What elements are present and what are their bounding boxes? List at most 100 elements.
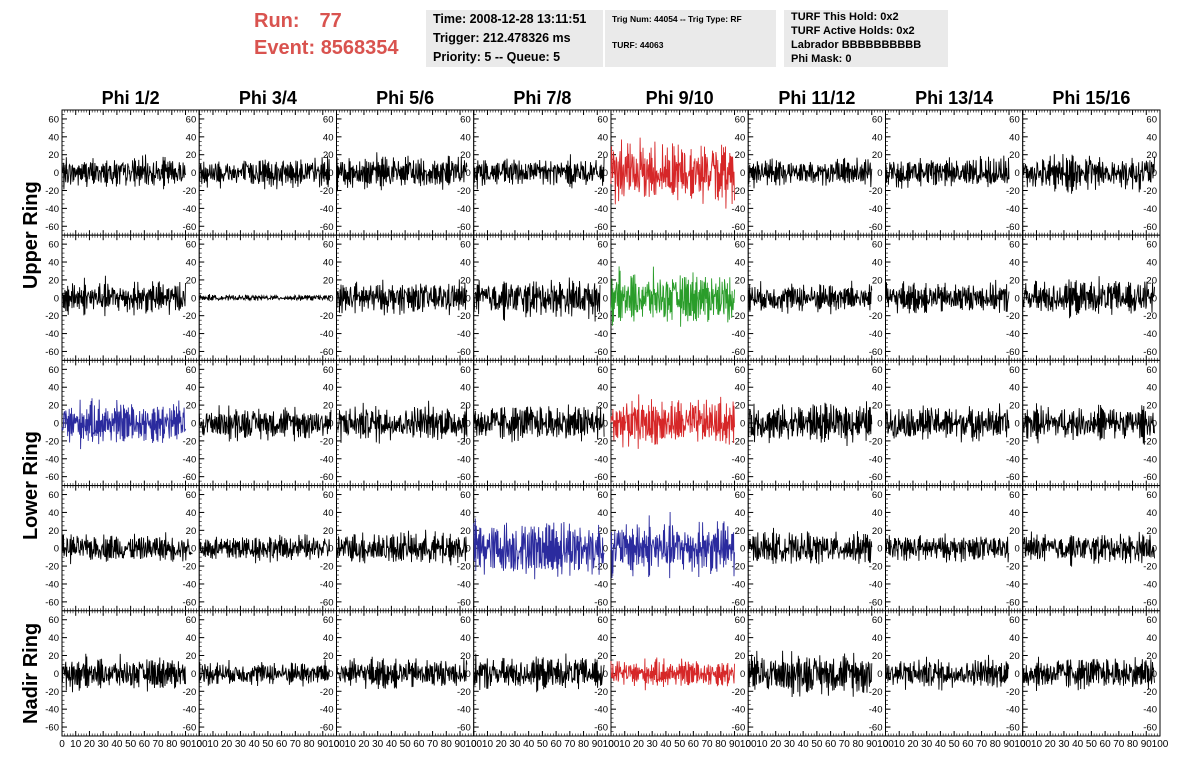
waveform-trace bbox=[473, 404, 605, 443]
y-tick-label: 40 bbox=[1009, 383, 1020, 394]
y-tick-label: -40 bbox=[457, 204, 471, 215]
y-tick-label: 60 bbox=[872, 365, 883, 376]
waveform-trace bbox=[885, 155, 1010, 189]
y-tick-label: -20 bbox=[869, 436, 883, 447]
y-tick-label: -40 bbox=[1006, 204, 1020, 215]
y-tick-label: -40 bbox=[320, 454, 334, 465]
y-tick-label: -40 bbox=[45, 329, 59, 340]
y-tick-label: -40 bbox=[732, 579, 746, 590]
x-tick-label: 60 bbox=[139, 739, 151, 750]
y-tick-label: -40 bbox=[869, 454, 883, 465]
y-tick-label: 40 bbox=[597, 132, 608, 143]
run-value: 77 bbox=[319, 10, 342, 32]
x-tick-label: 100 bbox=[191, 739, 208, 750]
y-tick-label: 20 bbox=[597, 401, 608, 412]
y-tick-label: 20 bbox=[323, 401, 334, 412]
y-tick-label: -60 bbox=[183, 347, 197, 358]
waveform-trace bbox=[61, 532, 193, 565]
y-tick-label: 40 bbox=[48, 383, 59, 394]
y-tick-label: 60 bbox=[323, 240, 334, 251]
y-tick-label: 40 bbox=[460, 508, 471, 519]
y-tick-label: 20 bbox=[735, 150, 746, 161]
y-tick-label: -60 bbox=[457, 347, 471, 358]
y-tick-label: -40 bbox=[457, 329, 471, 340]
y-tick-label: 0 bbox=[877, 293, 882, 304]
y-tick-label: 0 bbox=[877, 168, 882, 179]
y-tick-label: 0 bbox=[1014, 419, 1019, 430]
y-tick-label: 60 bbox=[460, 490, 471, 501]
y-tick-label: -40 bbox=[45, 454, 59, 465]
y-tick-label: 60 bbox=[460, 365, 471, 376]
y-tick-label: -40 bbox=[732, 329, 746, 340]
y-tick-label: 20 bbox=[597, 275, 608, 286]
y-tick-label: -20 bbox=[320, 687, 334, 698]
y-tick-label: -60 bbox=[594, 597, 608, 608]
y-tick-label: 40 bbox=[735, 258, 746, 269]
y-tick-label: 40 bbox=[735, 383, 746, 394]
waveform-trace bbox=[198, 293, 332, 302]
waveform-panel: 60 60 40 40 20 20 0 0 -20 -20 -40 -40 -60 -60 bbox=[45, 485, 200, 612]
y-tick-label: -60 bbox=[320, 347, 334, 358]
y-tick-label: 20 bbox=[323, 526, 334, 537]
waveform-trace bbox=[747, 401, 873, 447]
ring-label: Nadir Ring bbox=[20, 623, 42, 724]
y-tick-label: 40 bbox=[323, 508, 334, 519]
y-tick-label: 20 bbox=[597, 150, 608, 161]
y-tick-label: 20 bbox=[323, 651, 334, 662]
y-tick-label: -60 bbox=[45, 597, 59, 608]
y-tick-label: -20 bbox=[869, 186, 883, 197]
y-tick-label: -20 bbox=[320, 436, 334, 447]
y-tick-label: -40 bbox=[594, 579, 608, 590]
priority-line: Priority: 5 -- Queue: 5 bbox=[433, 50, 561, 64]
y-tick-label: -20 bbox=[457, 562, 471, 573]
y-tick-label: -60 bbox=[320, 472, 334, 483]
y-tick-label: 60 bbox=[597, 490, 608, 501]
y-tick-label: 20 bbox=[1009, 526, 1020, 537]
y-tick-label: 60 bbox=[460, 114, 471, 125]
y-tick-label: 20 bbox=[48, 401, 59, 412]
waveform-trace bbox=[885, 403, 1010, 443]
waveform-trace bbox=[336, 400, 468, 444]
y-tick-label: -40 bbox=[183, 329, 197, 340]
y-tick-label: 0 bbox=[740, 544, 745, 555]
y-tick-label: 60 bbox=[597, 365, 608, 376]
y-tick-label: 20 bbox=[186, 150, 197, 161]
waveform-trace bbox=[747, 157, 873, 189]
y-tick-label: 0 bbox=[465, 544, 470, 555]
y-tick-label: 0 bbox=[740, 293, 745, 304]
y-tick-label: 0 bbox=[191, 293, 196, 304]
y-tick-label: -60 bbox=[1006, 472, 1020, 483]
y-tick-label: 20 bbox=[597, 526, 608, 537]
y-tick-label: 20 bbox=[872, 526, 883, 537]
y-tick-label: -20 bbox=[45, 687, 59, 698]
y-tick-label: -20 bbox=[320, 562, 334, 573]
y-tick-label: -60 bbox=[594, 222, 608, 233]
waveform-trace bbox=[61, 154, 186, 190]
y-tick-label: 20 bbox=[1009, 275, 1020, 286]
y-tick-label: -60 bbox=[869, 597, 883, 608]
y-tick-label: 60 bbox=[1146, 365, 1157, 376]
y-tick-label: 0 bbox=[54, 293, 59, 304]
y-tick-label: -20 bbox=[1006, 186, 1020, 197]
y-tick-label: 40 bbox=[1009, 258, 1020, 269]
waveform-trace bbox=[610, 266, 735, 327]
x-tick-label: 10 bbox=[70, 739, 82, 750]
column-title: Phi 5/6 bbox=[376, 88, 434, 108]
waveform-trace bbox=[1022, 531, 1155, 567]
y-tick-label: 40 bbox=[872, 132, 883, 143]
y-tick-label: -40 bbox=[1143, 329, 1157, 340]
waveform-trace bbox=[1022, 276, 1155, 319]
column-title: Phi 11/12 bbox=[778, 88, 855, 108]
y-tick-label: -60 bbox=[183, 222, 197, 233]
y-tick-label: -60 bbox=[594, 347, 608, 358]
y-tick-label: 40 bbox=[48, 508, 59, 519]
